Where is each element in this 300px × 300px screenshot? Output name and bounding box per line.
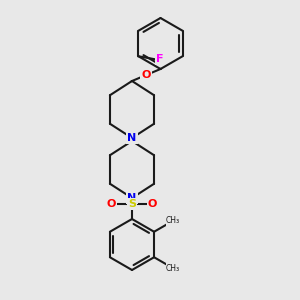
Text: CH₃: CH₃ bbox=[166, 264, 180, 273]
Text: N: N bbox=[128, 133, 136, 143]
Text: F: F bbox=[156, 54, 164, 64]
Text: O: O bbox=[148, 199, 157, 209]
Text: CH₃: CH₃ bbox=[166, 216, 180, 225]
Text: N: N bbox=[128, 193, 136, 203]
Text: O: O bbox=[142, 70, 151, 80]
Text: S: S bbox=[128, 199, 136, 209]
Text: O: O bbox=[107, 199, 116, 209]
